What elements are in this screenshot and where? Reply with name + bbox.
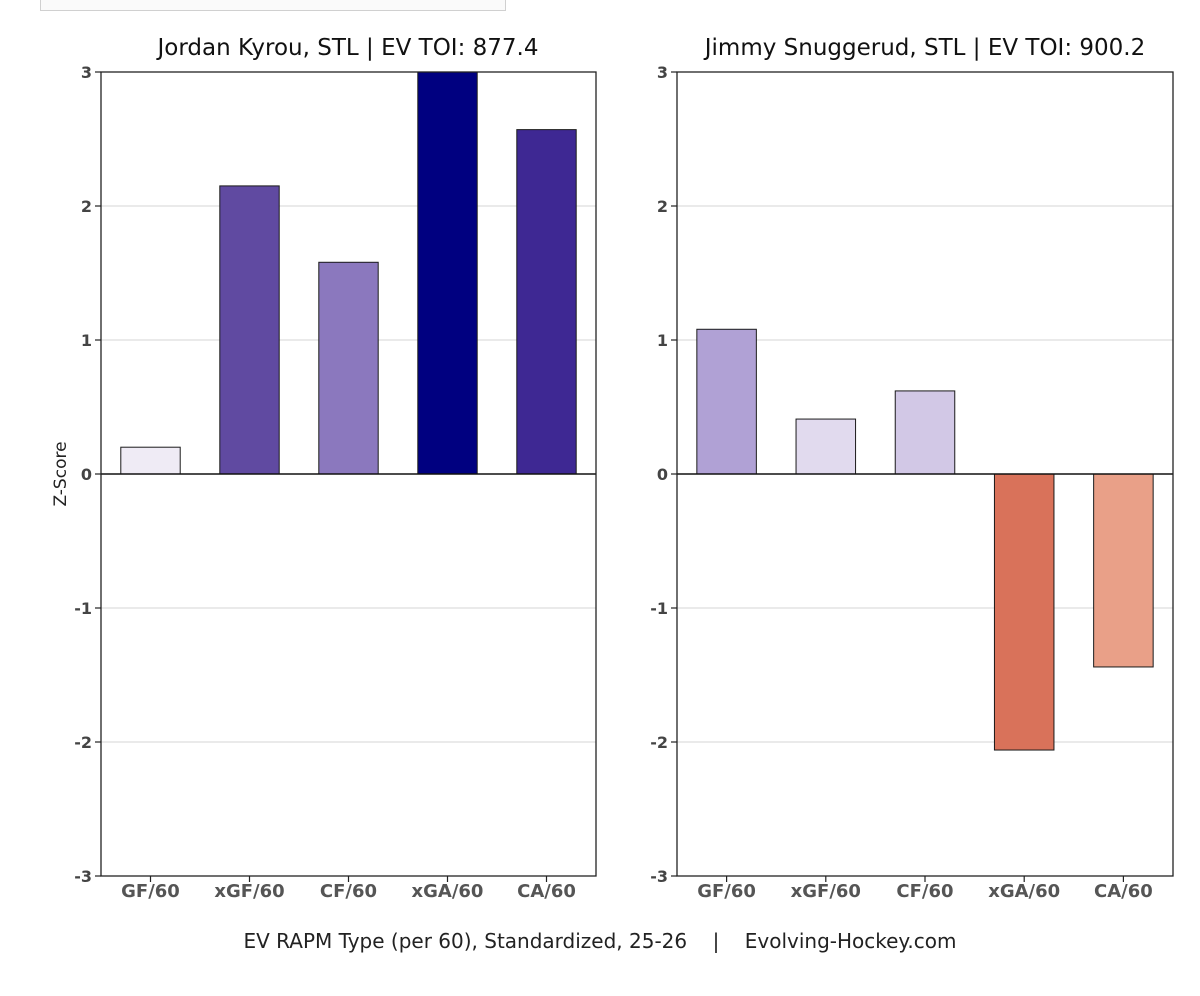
snuggerud-panel: Jimmy Snuggerud, STL | EV TOI: 900.2 3 2 1… <box>650 35 1174 902</box>
snuggerud-ytick-label: -1 <box>650 599 668 618</box>
kyrou-bar-xga-60 <box>417 71 478 475</box>
rapm-chart: Z-Score Jordan Kyrou, STL | EV TOI: 877.… <box>51 35 1174 902</box>
kyrou-ytick-label: -2 <box>74 733 92 752</box>
kyrou-ytick-label: 3 <box>81 63 92 82</box>
kyrou-bar-gf-60 <box>120 446 181 475</box>
snuggerud-xtick-label: CA/60 <box>1094 881 1153 902</box>
footer-caption: EV RAPM Type (per 60), Standardized, 25-… <box>243 929 957 953</box>
snuggerud-bar-cf-60 <box>894 390 956 475</box>
snuggerud-ytick-label: 1 <box>657 331 668 350</box>
kyrou-xtick-label: CF/60 <box>320 881 377 902</box>
kyrou-bar-cf-60 <box>318 261 379 475</box>
kyrou-xtick-label: GF/60 <box>121 881 180 902</box>
top-input-box <box>40 0 506 11</box>
snuggerud-bar-xga-60 <box>993 473 1055 751</box>
kyrou-ytick-label: -1 <box>74 599 92 618</box>
snuggerud-bar-ca-60 <box>1093 473 1154 668</box>
kyrou-panel: Jordan Kyrou, STL | EV TOI: 877.4 3 2 1 0 -1… <box>74 35 597 902</box>
snuggerud-xtick-label: CF/60 <box>896 881 953 902</box>
snuggerud-bar-gf-60 <box>696 328 757 475</box>
snuggerud-ytick-label: 0 <box>657 465 668 484</box>
snuggerud-xtick-label: GF/60 <box>697 881 756 902</box>
kyrou-ytick-label: 0 <box>81 465 92 484</box>
kyrou-ytick-label: 2 <box>81 197 92 216</box>
snuggerud-ytick-label: 2 <box>657 197 668 216</box>
snuggerud-panel-title: Jimmy Snuggerud, STL | EV TOI: 900.2 <box>703 35 1146 61</box>
y-axis-label: Z-Score <box>51 441 71 506</box>
kyrou-xtick-label: xGF/60 <box>214 881 284 902</box>
kyrou-xtick-label: xGA/60 <box>412 881 484 902</box>
snuggerud-ytick-label: 3 <box>657 63 668 82</box>
kyrou-xtick-label: CA/60 <box>517 881 576 902</box>
kyrou-bar-ca-60 <box>516 129 577 475</box>
snuggerud-xtick-label: xGA/60 <box>988 881 1060 902</box>
snuggerud-xtick-label: xGF/60 <box>791 881 861 902</box>
snuggerud-ytick-label: -3 <box>650 867 668 886</box>
kyrou-ytick-label: -3 <box>74 867 92 886</box>
snuggerud-ytick-label: -2 <box>650 733 668 752</box>
kyrou-bar-xgf-60 <box>219 185 280 475</box>
snuggerud-bar-xgf-60 <box>795 418 857 475</box>
kyrou-ytick-label: 1 <box>81 331 92 350</box>
kyrou-panel-title: Jordan Kyrou, STL | EV TOI: 877.4 <box>156 35 539 61</box>
